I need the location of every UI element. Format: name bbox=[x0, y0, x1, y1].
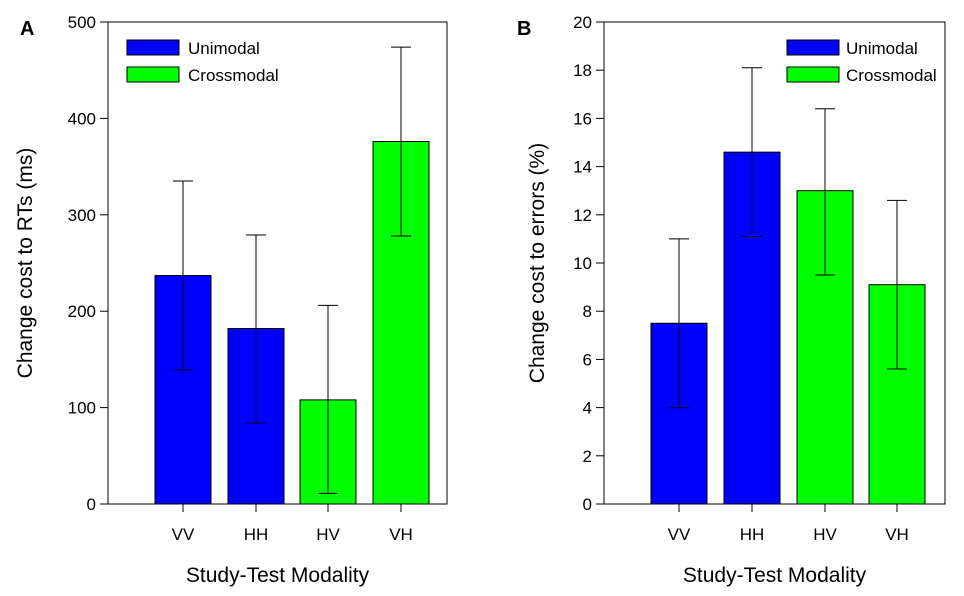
legend-label: Unimodal bbox=[188, 39, 260, 58]
y-tick-label: 2 bbox=[583, 447, 592, 466]
x-tick-label: VV bbox=[668, 525, 691, 544]
chart-panel-b: B 0 2 4 6 8 10 12 14 16 18 20 VV HH HV VH Study-Test Mod… bbox=[517, 13, 946, 587]
legend-swatch bbox=[126, 39, 180, 56]
y-tick-label: 0 bbox=[87, 495, 96, 514]
y-tick-label: 300 bbox=[68, 206, 96, 225]
x-tick-label: VH bbox=[389, 525, 413, 544]
x-axis-title: Study-Test Modality bbox=[186, 564, 370, 587]
legend-swatch bbox=[786, 39, 840, 56]
legend-swatch bbox=[786, 66, 840, 83]
y-tick-label: 14 bbox=[573, 158, 592, 177]
y-tick-label: 6 bbox=[583, 350, 592, 369]
y-axis-title: Change cost to RTs (ms) bbox=[14, 148, 37, 379]
x-axis-title: Study-Test Modality bbox=[683, 564, 867, 587]
legend-label: Crossmodal bbox=[846, 66, 937, 85]
y-tick-label: 0 bbox=[583, 495, 592, 514]
x-tick-label: HH bbox=[740, 525, 765, 544]
y-tick-label: 200 bbox=[68, 302, 96, 321]
y-tick-label: 20 bbox=[573, 13, 592, 32]
panel-label: B bbox=[517, 18, 531, 40]
y-axis-title: Change cost to errors (%) bbox=[526, 143, 549, 383]
y-tick-label: 400 bbox=[68, 109, 96, 128]
legend-swatch bbox=[126, 66, 180, 83]
x-tick-label: HH bbox=[244, 525, 269, 544]
y-tick-label: 18 bbox=[573, 61, 592, 80]
legend-label: Crossmodal bbox=[188, 66, 279, 85]
x-tick-label: HV bbox=[316, 525, 340, 544]
legend-label: Unimodal bbox=[846, 39, 918, 58]
x-tick-label: VH bbox=[885, 525, 909, 544]
y-tick-label: 12 bbox=[573, 206, 592, 225]
y-tick-label: 10 bbox=[573, 254, 592, 273]
y-tick-label: 8 bbox=[583, 302, 592, 321]
y-tick-label: 16 bbox=[573, 109, 592, 128]
x-tick-label: VV bbox=[172, 525, 195, 544]
chart-panel-a: A 0 100 200 300 400 500 VV HH HV VH Study-Test Moda… bbox=[14, 13, 448, 587]
y-tick-label: 4 bbox=[583, 399, 592, 418]
y-tick-label: 100 bbox=[68, 399, 96, 418]
x-tick-label: HV bbox=[813, 525, 837, 544]
panel-label: A bbox=[20, 18, 34, 40]
y-tick-label: 500 bbox=[68, 13, 96, 32]
